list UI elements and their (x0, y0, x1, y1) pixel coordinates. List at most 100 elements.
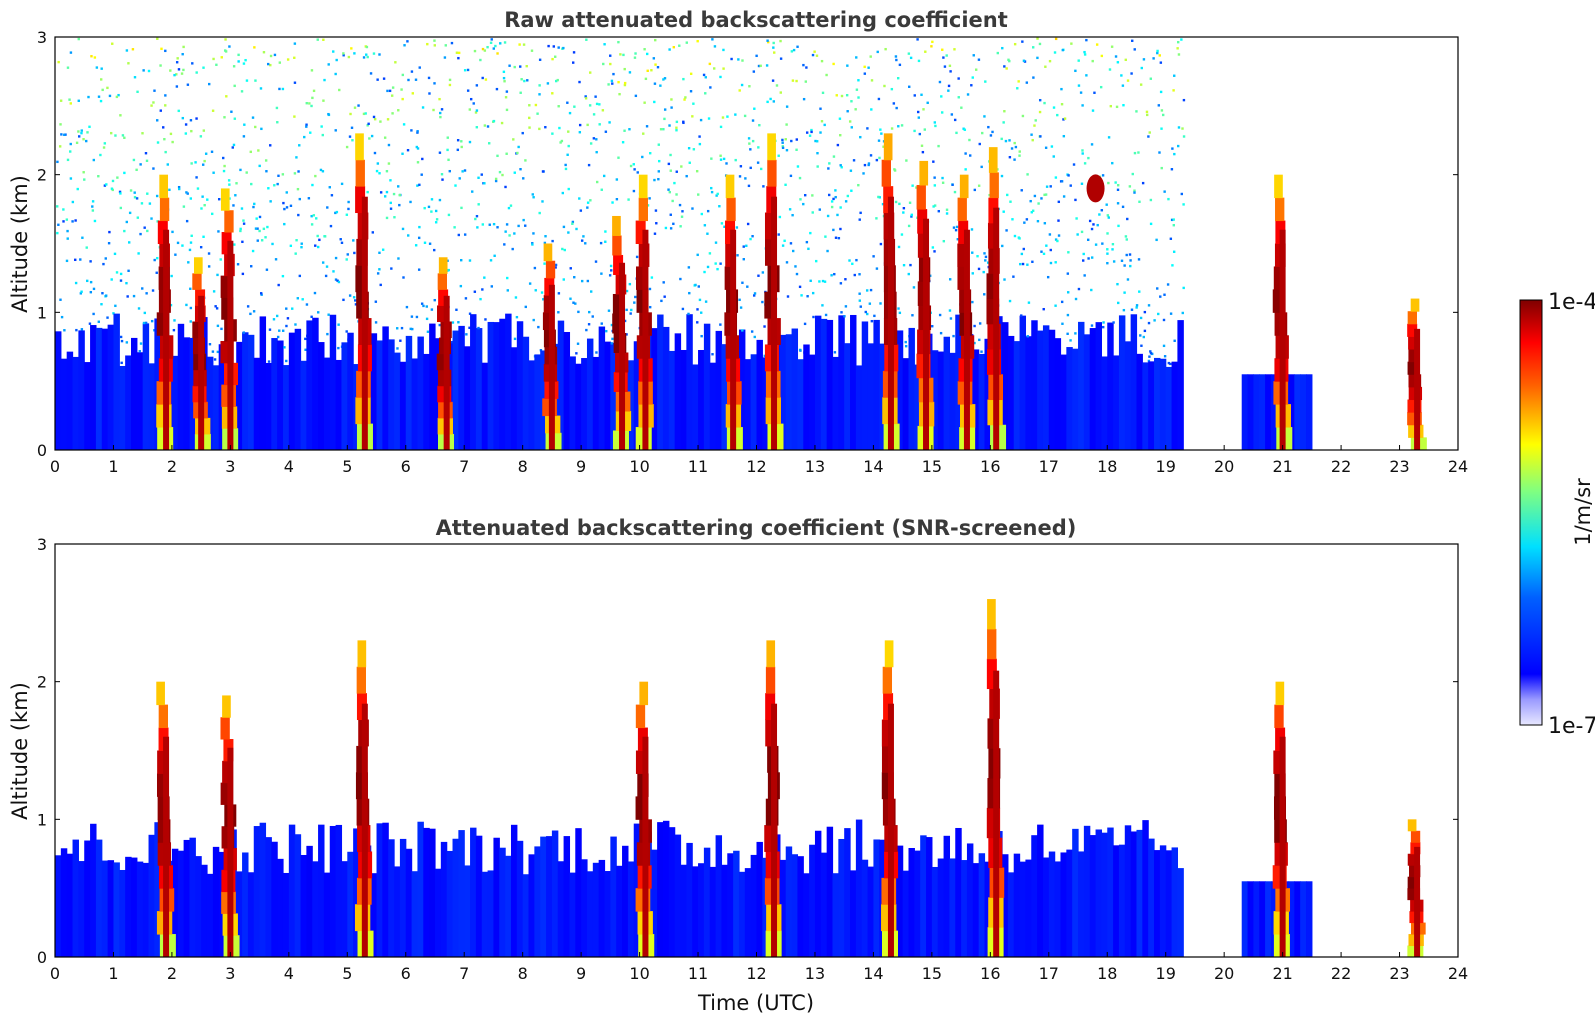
noise-speckle (237, 60, 240, 63)
boundary-layer-cell (1013, 341, 1021, 450)
y-tick-label: 1 (37, 303, 47, 322)
noise-speckle (159, 64, 162, 67)
noise-speckle (1158, 151, 1161, 154)
noise-speckle (658, 159, 661, 163)
boundary-layer-cell (1031, 320, 1038, 450)
noise-speckle (610, 269, 613, 272)
boundary-layer-cell (803, 873, 810, 957)
noise-speckle (394, 61, 397, 64)
boundary-layer-cell (481, 871, 489, 957)
noise-speckle (781, 244, 785, 247)
noise-speckle (642, 132, 645, 135)
boundary-layer-cell (850, 314, 857, 450)
noise-speckle (114, 134, 117, 137)
noise-speckle (461, 170, 464, 173)
noise-speckle (659, 84, 662, 87)
noise-speckle (139, 232, 142, 236)
boundary-layer-cell (1171, 361, 1178, 450)
noise-speckle (1090, 288, 1093, 292)
boundary-layer-cell (341, 342, 348, 450)
noise-speckle (281, 87, 285, 91)
cloud-column-segment (1407, 323, 1418, 337)
noise-speckle (818, 208, 821, 211)
noise-speckle (589, 199, 592, 202)
noise-speckle (153, 89, 156, 92)
noise-speckle (483, 182, 486, 185)
noise-speckle (880, 132, 883, 135)
noise-speckle (824, 235, 827, 238)
noise-speckle (517, 224, 520, 228)
noise-speckle (538, 58, 542, 61)
y-tick-label: 3 (37, 535, 47, 554)
noise-speckle (1077, 287, 1081, 291)
noise-speckle (848, 120, 852, 123)
noise-speckle (759, 167, 763, 171)
noise-speckle (317, 311, 320, 314)
noise-speckle (475, 214, 479, 218)
noise-speckle (1031, 138, 1034, 142)
noise-speckle (414, 78, 418, 81)
noise-speckle (713, 45, 717, 48)
x-tick-label: 6 (401, 964, 411, 983)
noise-speckle (1167, 361, 1171, 365)
noise-speckle (237, 53, 240, 57)
noise-speckle (103, 142, 107, 145)
cloud-core (619, 262, 626, 450)
boundary-layer-cell (855, 365, 863, 450)
noise-speckle (146, 192, 149, 195)
noise-speckle (942, 56, 945, 59)
noise-speckle (773, 51, 776, 54)
noise-speckle (204, 152, 208, 155)
noise-speckle (225, 95, 228, 98)
noise-speckle (108, 94, 112, 98)
noise-speckle (908, 85, 911, 88)
noise-speckle (978, 322, 982, 325)
noise-speckle (747, 184, 751, 188)
noise-speckle (722, 157, 726, 161)
boundary-layer-cell (1288, 881, 1295, 957)
boundary-layer-cell (721, 864, 728, 957)
noise-speckle (863, 163, 867, 167)
boundary-layer-cell (505, 313, 512, 450)
noise-speckle (668, 190, 672, 194)
noise-speckle (1031, 260, 1034, 264)
cloud-column-segment (881, 719, 893, 747)
boundary-layer-cell (376, 823, 383, 957)
noise-speckle (538, 127, 541, 131)
noise-speckle (314, 174, 317, 178)
noise-speckle (1100, 209, 1104, 212)
boundary-layer-cell (90, 823, 97, 957)
cloud-column-segment (765, 238, 777, 266)
noise-speckle (164, 104, 167, 107)
noise-speckle (551, 92, 554, 95)
x-tick-label: 17 (1039, 457, 1059, 476)
noise-speckle (448, 83, 452, 87)
noise-speckle (410, 70, 414, 73)
noise-speckle (80, 328, 84, 331)
noise-speckle (90, 55, 93, 58)
noise-speckle (208, 343, 212, 346)
noise-speckle (310, 104, 313, 108)
noise-speckle (259, 292, 263, 295)
noise-speckle (635, 255, 639, 259)
noise-speckle (164, 94, 167, 97)
boundary-layer-cell (949, 352, 956, 450)
noise-speckle (132, 294, 136, 298)
cloud-column-segment (355, 159, 365, 187)
noise-speckle (432, 108, 435, 112)
noise-speckle (326, 332, 329, 336)
boundary-layer-cell (1013, 853, 1021, 957)
boundary-layer-cell (820, 318, 828, 450)
noise-speckle (257, 149, 260, 152)
noise-speckle (514, 296, 518, 299)
noise-speckle (1057, 219, 1060, 222)
noise-speckle (457, 56, 460, 60)
noise-speckle (582, 235, 585, 238)
noise-speckle (1182, 135, 1186, 138)
noise-speckle (428, 242, 432, 245)
noise-speckle (201, 163, 205, 166)
noise-speckle (559, 141, 562, 144)
noise-speckle (802, 202, 805, 206)
noise-speckle (1129, 259, 1132, 262)
boundary-layer-cell (247, 872, 255, 957)
